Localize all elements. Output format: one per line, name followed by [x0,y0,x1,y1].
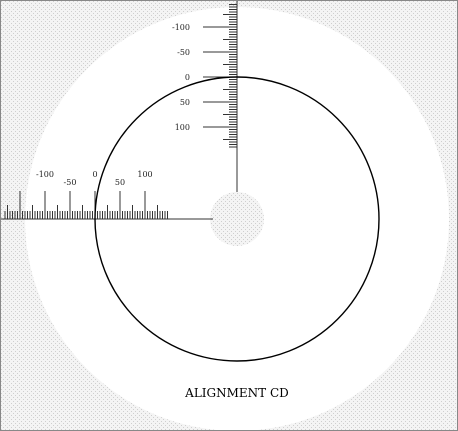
horizontal-ruler-label: -100 [36,170,54,179]
vertical-ruler-label: 100 [175,123,190,132]
horizontal-ruler-label: 100 [137,170,152,179]
horizontal-ruler-label: 50 [115,178,125,187]
vertical-ruler-label: 0 [185,73,190,82]
vertical-ruler: -100 -50 0 50 100 [172,1,238,192]
horizontal-ruler-label: -50 [64,178,77,187]
vertical-ruler-label: 50 [180,98,190,107]
cd-center-hole [210,192,264,246]
vertical-ruler-label: -100 [172,23,190,32]
alignment-circle [94,76,380,362]
cd-label: ALIGNMENT CD [184,386,289,400]
horizontal-ruler-label: 0 [92,170,97,179]
vertical-ruler-label: -50 [177,48,190,57]
